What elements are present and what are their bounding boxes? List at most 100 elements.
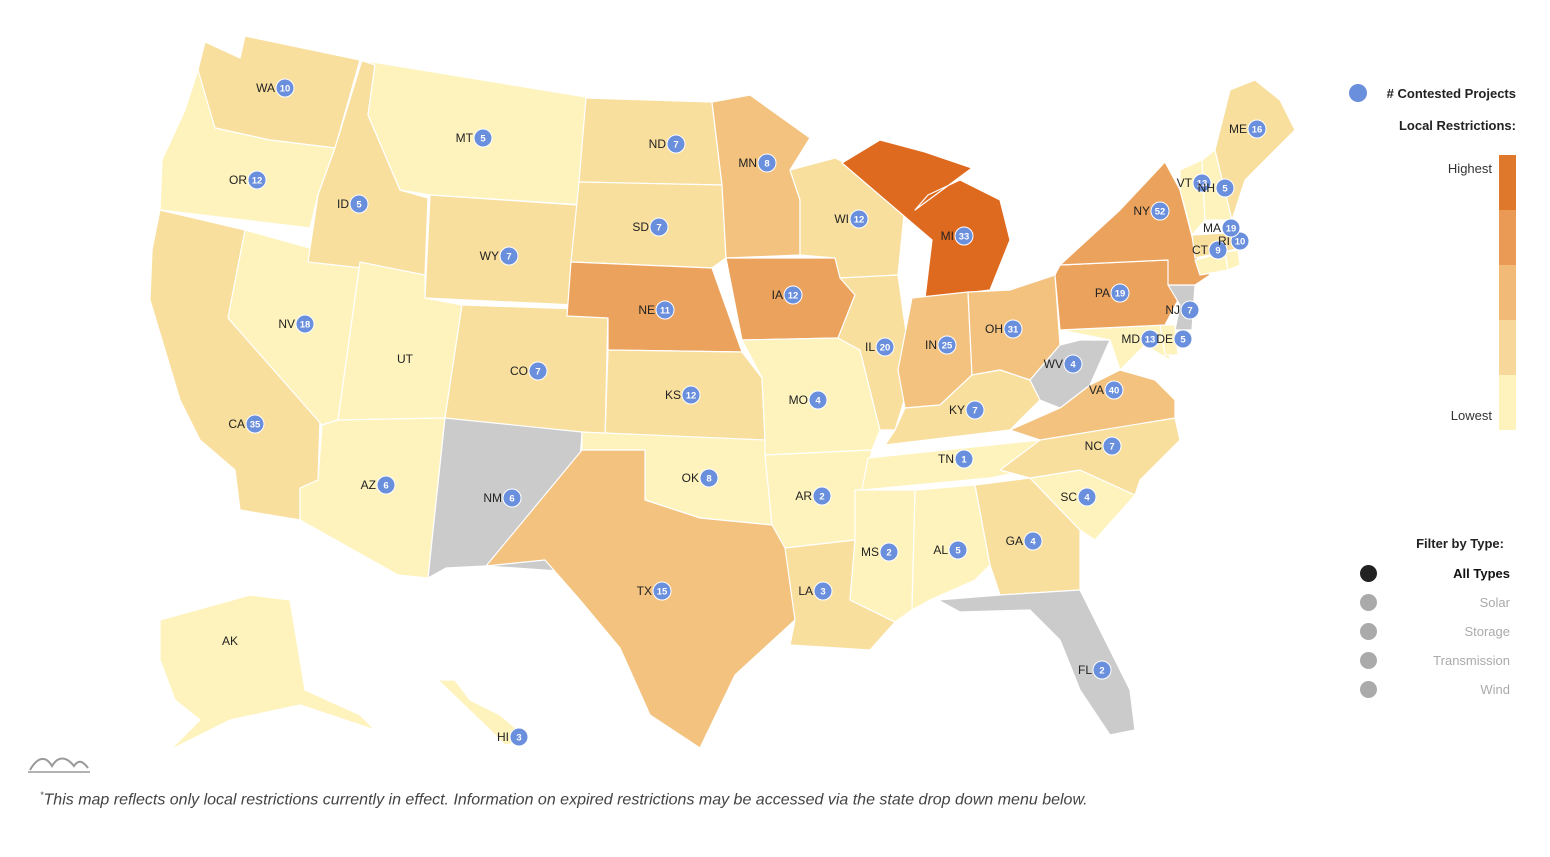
filter-radio-icon[interactable] (1360, 564, 1377, 582)
state-label-wi: WI (834, 212, 849, 226)
scale-highest-label: Highest (1447, 161, 1492, 176)
contested-bubble-tx[interactable] (652, 581, 672, 601)
state-or[interactable] (159, 69, 336, 229)
contested-bubble-wv[interactable] (1063, 354, 1083, 374)
contested-bubble-or[interactable] (247, 170, 267, 190)
state-ri[interactable] (1224, 249, 1241, 271)
contested-bubble-fl[interactable] (1092, 660, 1112, 680)
contested-bubble-la[interactable] (813, 581, 833, 601)
state-hi[interactable] (437, 679, 531, 746)
contested-bubble-sd[interactable] (649, 217, 669, 237)
contested-count-oh: 31 (1008, 325, 1019, 336)
contested-bubble-va[interactable] (1104, 380, 1124, 400)
contested-count-pa: 19 (1115, 289, 1126, 300)
state-label-ct: CT (1192, 243, 1209, 257)
contested-bubble-hi[interactable] (509, 727, 529, 747)
contested-bubble-az[interactable] (376, 475, 396, 495)
filter-radio-icon[interactable] (1360, 680, 1377, 698)
filter-option-all-types[interactable]: All Types (1360, 562, 1510, 584)
state-sd[interactable] (570, 181, 727, 269)
contested-bubble-ct[interactable] (1208, 240, 1228, 260)
state-wv[interactable] (1029, 339, 1111, 409)
filter-option-solar[interactable]: Solar (1360, 591, 1510, 613)
contested-bubble-sc[interactable] (1077, 487, 1097, 507)
state-ak[interactable] (159, 594, 376, 751)
contested-bubble-nc[interactable] (1102, 436, 1122, 456)
contested-bubble-ca[interactable] (245, 414, 265, 434)
state-label-ok: OK (682, 471, 699, 485)
state-tn[interactable] (861, 439, 1041, 491)
contested-count-tn: 1 (961, 455, 967, 466)
state-label-wv: WV (1044, 357, 1063, 371)
contested-bubble-wy[interactable] (499, 246, 519, 266)
contested-count-md: 13 (1145, 335, 1156, 346)
contested-bubble-tn[interactable] (954, 449, 974, 469)
filter-option-wind[interactable]: Wind (1360, 678, 1510, 700)
contested-bubble-ms[interactable] (879, 542, 899, 562)
contested-bubble-wi[interactable] (849, 209, 869, 229)
restrictions-legend-title: Local Restrictions: (1398, 118, 1516, 133)
state-label-de: DE (1156, 332, 1173, 346)
filter-option-storage[interactable]: Storage (1360, 620, 1510, 642)
contested-count-wi: 12 (854, 215, 865, 226)
filter-title: Filter by Type: (1416, 536, 1504, 551)
contested-bubble-mt[interactable] (473, 128, 493, 148)
contested-count-mi: 33 (959, 232, 970, 243)
contested-bubble-ks[interactable] (681, 385, 701, 405)
filter-option-label: Wind (1480, 681, 1510, 697)
contested-bubble-oh[interactable] (1003, 319, 1023, 339)
scale-lowest-label: Lowest (1450, 408, 1492, 423)
state-label-vt: VT (1177, 176, 1193, 190)
contested-bubble-mo[interactable] (808, 390, 828, 410)
contested-bubble-ma[interactable] (1221, 218, 1241, 238)
contested-bubble-co[interactable] (528, 361, 548, 381)
contested-count-al: 5 (955, 546, 961, 557)
contested-bubble-de[interactable] (1173, 329, 1193, 349)
contested-bubble-wa[interactable] (275, 78, 295, 98)
contested-bubble-ok[interactable] (699, 468, 719, 488)
contested-bubble-ky[interactable] (965, 400, 985, 420)
filter-radio-icon[interactable] (1360, 622, 1377, 640)
contested-bubble-il[interactable] (875, 337, 895, 357)
filter-radio-icon[interactable] (1360, 651, 1377, 669)
contested-bubble-ri[interactable] (1230, 231, 1250, 251)
contested-bubble-id[interactable] (349, 194, 369, 214)
contested-bubble-mi[interactable] (954, 226, 974, 246)
contested-bubble-ar[interactable] (812, 486, 832, 506)
contested-count-ga: 4 (1030, 537, 1036, 548)
contested-bubble-vt[interactable] (1192, 173, 1212, 193)
contested-bubble-ga[interactable] (1023, 531, 1043, 551)
state-wy[interactable] (424, 194, 578, 306)
filter-radio-icon[interactable] (1360, 593, 1377, 611)
contested-bubble-nj[interactable] (1180, 300, 1200, 320)
state-label-al: AL (933, 543, 948, 557)
state-de[interactable] (1159, 324, 1179, 356)
contested-bubble-mn[interactable] (757, 153, 777, 173)
contested-bubble-md[interactable] (1140, 329, 1160, 349)
state-il[interactable] (837, 274, 913, 431)
state-ky[interactable] (884, 369, 1041, 446)
contested-bubble-in[interactable] (937, 335, 957, 355)
contested-bubble-nd[interactable] (666, 134, 686, 154)
filter-option-transmission[interactable]: Transmission (1360, 649, 1510, 671)
contested-bubble-nh[interactable] (1215, 178, 1235, 198)
state-fl[interactable] (937, 589, 1136, 736)
state-label-or: OR (229, 173, 247, 187)
state-tx[interactable] (485, 449, 796, 749)
contested-count-wa: 10 (280, 84, 291, 95)
contested-bubble-al[interactable] (948, 540, 968, 560)
contested-bubble-ny[interactable] (1150, 201, 1170, 221)
contested-count-ct: 9 (1215, 246, 1220, 257)
contested-count-ia: 12 (788, 291, 799, 302)
contested-count-nm: 6 (509, 494, 514, 505)
state-label-ks: KS (665, 388, 681, 402)
contested-bubble-me[interactable] (1247, 119, 1267, 139)
contested-bubble-ia[interactable] (783, 285, 803, 305)
state-me[interactable] (1214, 79, 1296, 221)
state-az[interactable] (299, 417, 446, 579)
contested-bubble-pa[interactable] (1110, 283, 1130, 303)
contested-bubble-ne[interactable] (655, 300, 675, 320)
state-label-md: MD (1121, 332, 1140, 346)
contested-bubble-nv[interactable] (295, 314, 315, 334)
contested-bubble-nm[interactable] (502, 488, 522, 508)
